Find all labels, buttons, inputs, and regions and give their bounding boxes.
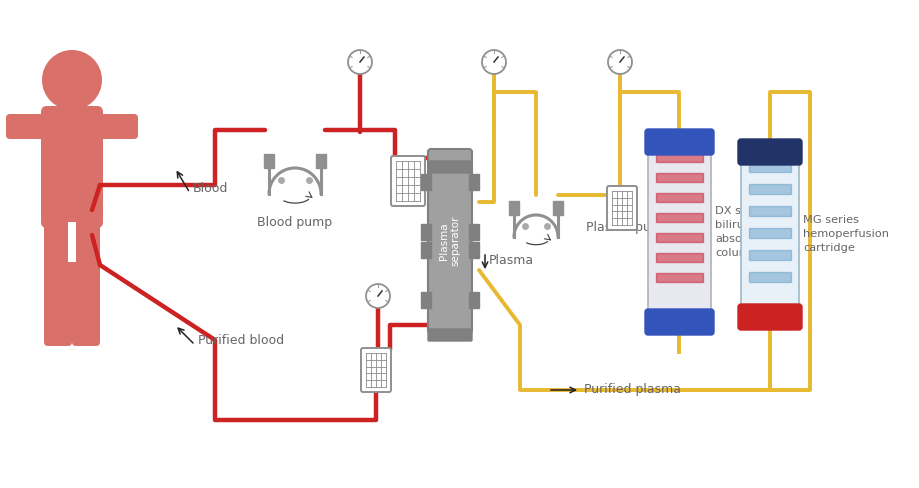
FancyBboxPatch shape xyxy=(749,250,791,260)
Text: Plasma
separator: Plasma separator xyxy=(439,216,460,266)
Text: DX series
bilirubin
absorption
column: DX series bilirubin absorption column xyxy=(715,206,776,258)
FancyBboxPatch shape xyxy=(469,242,479,258)
FancyBboxPatch shape xyxy=(607,186,637,230)
FancyBboxPatch shape xyxy=(361,348,391,392)
FancyBboxPatch shape xyxy=(509,201,519,215)
Text: Plasma pump: Plasma pump xyxy=(586,221,671,233)
Circle shape xyxy=(348,50,372,74)
FancyBboxPatch shape xyxy=(391,156,425,206)
FancyBboxPatch shape xyxy=(93,114,138,139)
FancyBboxPatch shape xyxy=(749,162,791,172)
FancyBboxPatch shape xyxy=(656,273,703,282)
FancyBboxPatch shape xyxy=(421,292,431,308)
FancyBboxPatch shape xyxy=(645,309,714,335)
FancyBboxPatch shape xyxy=(469,224,479,240)
FancyBboxPatch shape xyxy=(553,201,563,215)
FancyBboxPatch shape xyxy=(741,158,799,311)
FancyBboxPatch shape xyxy=(749,228,791,238)
Text: Plasma: Plasma xyxy=(489,253,534,266)
FancyBboxPatch shape xyxy=(62,108,82,124)
FancyBboxPatch shape xyxy=(656,193,703,202)
FancyBboxPatch shape xyxy=(264,154,274,168)
FancyBboxPatch shape xyxy=(749,272,791,282)
FancyBboxPatch shape xyxy=(428,161,472,173)
FancyBboxPatch shape xyxy=(44,218,72,346)
FancyBboxPatch shape xyxy=(41,106,103,228)
FancyBboxPatch shape xyxy=(749,184,791,194)
Circle shape xyxy=(366,284,390,308)
Circle shape xyxy=(42,50,102,110)
FancyBboxPatch shape xyxy=(68,222,76,262)
FancyBboxPatch shape xyxy=(738,139,802,165)
FancyBboxPatch shape xyxy=(648,148,711,316)
Circle shape xyxy=(608,50,632,74)
FancyBboxPatch shape xyxy=(428,329,472,341)
FancyBboxPatch shape xyxy=(656,253,703,262)
FancyBboxPatch shape xyxy=(738,304,802,330)
FancyBboxPatch shape xyxy=(421,174,431,190)
FancyBboxPatch shape xyxy=(656,213,703,222)
FancyBboxPatch shape xyxy=(749,206,791,216)
FancyBboxPatch shape xyxy=(428,149,472,333)
FancyBboxPatch shape xyxy=(316,154,326,168)
FancyBboxPatch shape xyxy=(645,129,714,155)
Text: Blood: Blood xyxy=(193,182,229,195)
FancyBboxPatch shape xyxy=(72,218,100,346)
FancyBboxPatch shape xyxy=(6,114,51,139)
FancyBboxPatch shape xyxy=(421,242,431,258)
FancyBboxPatch shape xyxy=(421,224,431,240)
FancyBboxPatch shape xyxy=(656,233,703,242)
Text: Purified blood: Purified blood xyxy=(198,333,284,346)
Text: Blood pump: Blood pump xyxy=(257,216,333,229)
FancyBboxPatch shape xyxy=(656,173,703,182)
Circle shape xyxy=(482,50,506,74)
FancyBboxPatch shape xyxy=(469,292,479,308)
Text: MG series
hemoperfusion
cartridge: MG series hemoperfusion cartridge xyxy=(803,215,889,253)
FancyBboxPatch shape xyxy=(656,153,703,162)
Text: Purified plasma: Purified plasma xyxy=(584,384,681,396)
FancyBboxPatch shape xyxy=(469,174,479,190)
